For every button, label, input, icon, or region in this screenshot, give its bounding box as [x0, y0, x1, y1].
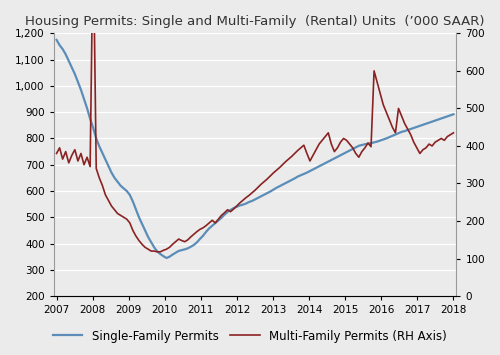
Multi-Family Permits (RH Axis) [450, 131, 456, 135]
Single-Family Permits [350, 147, 356, 151]
Single-Family Permits [164, 256, 170, 260]
Legend: Single-Family Permits, Multi-Family Permits (RH Axis): Single-Family Permits, Multi-Family Perm… [48, 325, 452, 347]
Multi-Family Permits (RH Axis) [216, 217, 222, 221]
Single-Family Permits [69, 65, 75, 70]
Multi-Family Permits (RH Axis) [206, 221, 212, 225]
Single-Family Permits [282, 181, 288, 185]
Title: Housing Permits: Single and Multi-Family  (Rental) Units  (’000 SAAR): Housing Permits: Single and Multi-Family… [25, 15, 485, 28]
Single-Family Permits [304, 170, 310, 175]
Single-Family Permits [54, 38, 60, 42]
Single-Family Permits [365, 142, 371, 146]
Multi-Family Permits (RH Axis) [185, 238, 191, 242]
Multi-Family Permits (RH Axis) [54, 151, 60, 155]
Multi-Family Permits (RH Axis) [261, 180, 267, 184]
Multi-Family Permits (RH Axis) [362, 146, 368, 150]
Line: Single-Family Permits: Single-Family Permits [56, 40, 454, 258]
Single-Family Permits [124, 189, 130, 193]
Multi-Family Permits (RH Axis) [154, 250, 160, 254]
Line: Multi-Family Permits (RH Axis): Multi-Family Permits (RH Axis) [56, 0, 454, 252]
Multi-Family Permits (RH Axis) [93, 166, 99, 171]
Single-Family Permits [450, 112, 456, 116]
